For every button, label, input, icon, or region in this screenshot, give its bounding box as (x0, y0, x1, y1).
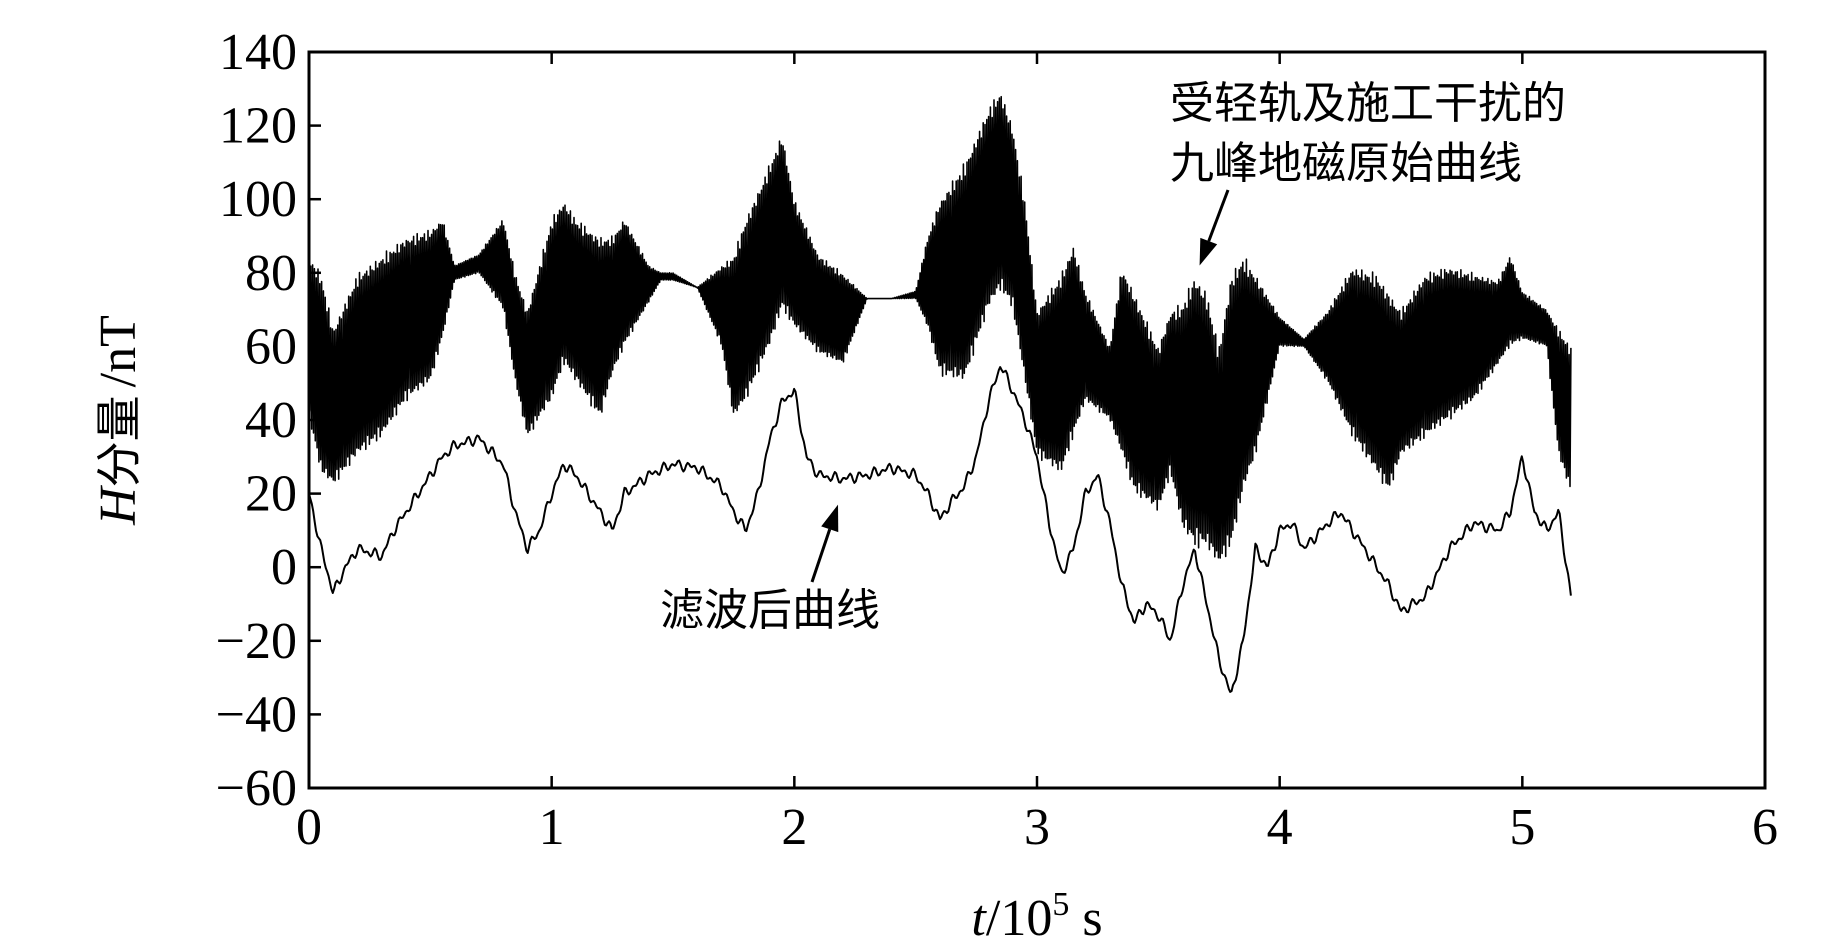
x-tick-label: 0 (296, 799, 322, 856)
x-tick-label: 3 (1024, 799, 1050, 856)
y-axis-label: H分量/nT (90, 315, 147, 526)
x-axis-exponent: 5 (1052, 886, 1069, 923)
raw-annotation-line-1: 受轻轨及施工干扰的 (1170, 78, 1566, 129)
x-axis-base: /10 (986, 890, 1052, 945)
raw-annotation-arrow-shaft (1207, 189, 1230, 242)
y-tick-label: 60 (245, 318, 297, 375)
x-tick-label: 2 (781, 799, 807, 856)
filtered-annotation-arrow-head (821, 504, 839, 533)
raw-signal-line (308, 95, 1572, 559)
x-tick-label: 5 (1509, 799, 1535, 856)
y-axis-chinese: 分量 (92, 395, 146, 487)
x-tick-label: 4 (1267, 799, 1293, 856)
y-tick-label: 100 (219, 171, 297, 228)
x-tick-label: 6 (1752, 799, 1778, 856)
y-axis-variable: H (90, 485, 147, 526)
plot-curves (308, 95, 1572, 693)
y-tick-label: 20 (245, 466, 297, 523)
raw-curve-annotation: 受轻轨及施工干扰的 九峰地磁原始曲线 (1170, 78, 1580, 189)
y-tick-label: −60 (216, 760, 297, 817)
raw-annotation-arrow-head (1199, 237, 1218, 266)
annotation-arrows (810, 189, 1230, 583)
x-axis-variable: t (971, 890, 987, 945)
x-axis-unit: s (1069, 890, 1102, 945)
y-axis-unit: /nT (90, 315, 147, 387)
filtered-annotation-line-1: 滤波后曲线 (660, 585, 880, 636)
y-tick-label: 140 (219, 24, 297, 81)
y-tick-label: 40 (245, 392, 297, 449)
y-tick-label: −40 (216, 686, 297, 743)
filtered-annotation-arrow-shaft (810, 528, 832, 583)
y-tick-label: 80 (245, 245, 297, 302)
y-tick-label: −20 (216, 613, 297, 670)
filtered-signal-line (308, 366, 1572, 693)
x-axis-label: t/105 s (971, 886, 1102, 945)
y-tick-label: 120 (219, 98, 297, 155)
filtered-curve-annotation: 滤波后曲线 (660, 585, 880, 636)
raw-annotation-line-2: 九峰地磁原始曲线 (1170, 138, 1522, 189)
axis-ticks: 0 1 2 3 4 5 6 140 120 100 80 60 40 20 0 −20 −40 −60 (216, 24, 1778, 856)
x-tick-label: 1 (539, 799, 565, 856)
y-tick-label: 0 (271, 539, 297, 596)
